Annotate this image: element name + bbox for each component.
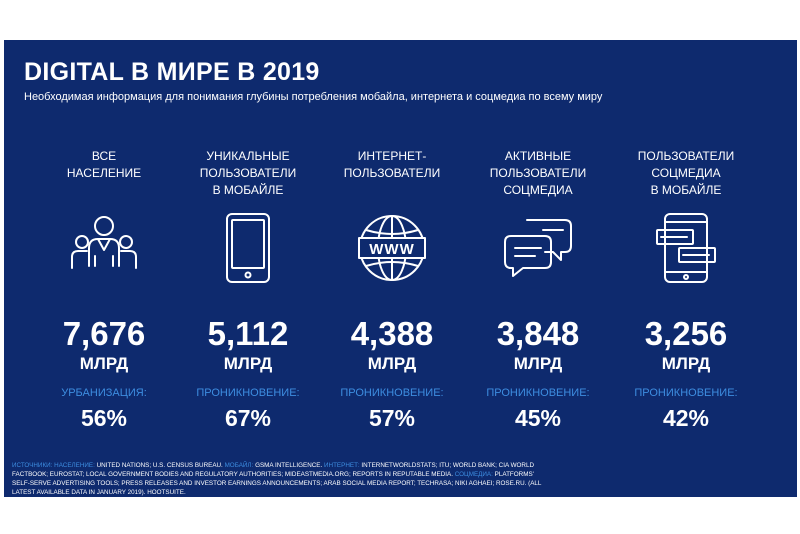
stat-label: АКТИВНЫЕ ПОЛЬЗОВАТЕЛИ СОЦМЕДИА	[489, 149, 587, 197]
sources-mobile-label: МОБАЙЛ:	[224, 462, 254, 469]
sources-population-label: НАСЕЛЕНИЕ:	[54, 462, 95, 469]
stat-unit: МЛРД	[223, 354, 273, 373]
sources-internet-text: INTERNETWORLDSTATS; ITU; WORLD BANK; CIA…	[12, 462, 535, 478]
page-subtitle: Необходимая информация для понимания глу…	[24, 91, 603, 103]
stat-unit: МЛРД	[367, 354, 417, 373]
globe-www-icon: WWW	[357, 210, 427, 285]
stat-value: 7,676	[62, 315, 146, 352]
stat-value: 5,112	[207, 315, 289, 352]
mobile-phone-icon	[213, 210, 283, 285]
stat-unit: МЛРД	[661, 354, 711, 373]
page-title: DIGITAL В МИРЕ В 2019	[24, 58, 320, 86]
metric-value: 56%	[80, 405, 128, 431]
infographic-slide: DIGITAL В МИРЕ В 2019 Необходимая информ…	[4, 40, 797, 497]
people-group-icon	[69, 210, 139, 285]
chat-bubbles-icon	[503, 210, 573, 285]
mobile-social-icon	[651, 210, 721, 285]
metric-label: ПРОНИКНОВЕНИЕ:	[634, 387, 738, 399]
stat-value: 3,256	[644, 315, 728, 352]
metric-label: УРБАНИЗАЦИЯ:	[61, 387, 147, 399]
metric-label: ПРОНИКНОВЕНИЕ:	[486, 387, 590, 399]
stat-label: ПОЛЬЗОВАТЕЛИ СОЦМЕДИА В МОБАЙЛЕ	[637, 149, 735, 197]
sources-internet-label: ИНТЕРНЕТ:	[324, 462, 360, 469]
stat-value: 3,848	[496, 315, 580, 352]
sources-population-text: UNITED NATIONS; U.S. CENSUS BUREAU.	[96, 462, 223, 469]
metric-value: 42%	[662, 405, 710, 431]
stat-label: УНИКАЛЬНЫЕ ПОЛЬЗОВАТЕЛИ В МОБАЙЛЕ	[199, 149, 297, 197]
metric-value: 45%	[514, 405, 562, 431]
sources-mobile-text: GSMA INTELLIGENCE.	[255, 462, 323, 469]
stat-label: ИНТЕРНЕТ- ПОЛЬЗОВАТЕЛИ	[343, 149, 441, 180]
metric-label: ПРОНИКНОВЕНИЕ:	[196, 387, 300, 399]
svg-text:WWW: WWW	[369, 241, 414, 258]
stat-value: 4,388	[350, 315, 434, 352]
sources-footnote: ИСТОЧНИКИ: НАСЕЛЕНИЕ: UNITED NATIONS; U.…	[12, 461, 552, 497]
stat-unit: МЛРД	[513, 354, 563, 373]
stat-unit: МЛРД	[79, 354, 129, 373]
sources-social-label: СОЦМЕДИА:	[454, 471, 493, 478]
metric-value: 57%	[368, 405, 416, 431]
metric-label: ПРОНИКНОВЕНИЕ:	[340, 387, 444, 399]
metric-value: 67%	[224, 405, 272, 431]
sources-label: ИСТОЧНИКИ:	[12, 462, 53, 469]
stat-label: ВСЕ НАСЕЛЕНИЕ	[66, 149, 142, 180]
sources-social-text: PLATFORMS' SELF-SERVE ADVERTISING TOOLS;…	[12, 471, 542, 496]
